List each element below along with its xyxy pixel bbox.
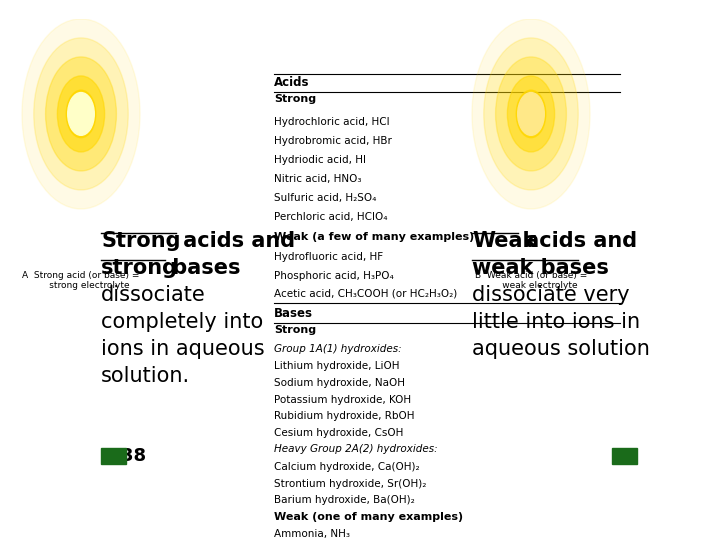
Text: Weak (one of many examples): Weak (one of many examples): [274, 512, 463, 522]
Circle shape: [472, 19, 590, 209]
Circle shape: [484, 38, 578, 190]
Text: Ammonia, NH₃: Ammonia, NH₃: [274, 529, 350, 539]
Circle shape: [516, 90, 546, 138]
Text: Lithium hydroxide, LiOH: Lithium hydroxide, LiOH: [274, 361, 400, 372]
Text: Sodium hydroxide, NaOH: Sodium hydroxide, NaOH: [274, 378, 405, 388]
Text: Strontium hydroxide, Sr(OH)₂: Strontium hydroxide, Sr(OH)₂: [274, 478, 426, 489]
Text: Hydriodic acid, HI: Hydriodic acid, HI: [274, 155, 366, 165]
Bar: [612, 448, 637, 464]
Text: Hydrochloric acid, HCl: Hydrochloric acid, HCl: [274, 117, 390, 127]
Text: Barium hydroxide, Ba(OH)₂: Barium hydroxide, Ba(OH)₂: [274, 495, 415, 505]
Text: Phosphoric acid, H₃PO₄: Phosphoric acid, H₃PO₄: [274, 271, 394, 281]
Circle shape: [34, 38, 128, 190]
Text: 4-38: 4-38: [101, 447, 146, 465]
Text: Heavy Group 2A(2) hydroxides:: Heavy Group 2A(2) hydroxides:: [274, 444, 438, 455]
Circle shape: [58, 76, 104, 152]
Text: Hydrofluoric acid, HF: Hydrofluoric acid, HF: [274, 252, 383, 262]
Text: Strong: Strong: [101, 231, 181, 251]
Text: A  Strong acid (or base) =
      strong electrolyte: A Strong acid (or base) = strong electro…: [22, 271, 140, 290]
Circle shape: [22, 19, 140, 209]
Text: Bases: Bases: [274, 307, 313, 320]
Text: Acetic acid, CH₃COOH (or HC₂H₃O₂): Acetic acid, CH₃COOH (or HC₂H₃O₂): [274, 289, 457, 299]
Text: aqueous solution: aqueous solution: [472, 339, 650, 359]
Text: little into ions in: little into ions in: [472, 312, 640, 332]
Text: Weak: Weak: [472, 231, 536, 251]
Circle shape: [495, 57, 567, 171]
Text: Strong: Strong: [274, 94, 316, 104]
Text: weak bases: weak bases: [472, 258, 609, 278]
Text: Perchloric acid, HClO₄: Perchloric acid, HClO₄: [274, 212, 387, 222]
Text: Hydrobromic acid, HBr: Hydrobromic acid, HBr: [274, 136, 392, 146]
Text: dissociate: dissociate: [101, 285, 206, 305]
Text: completely into: completely into: [101, 312, 264, 332]
Circle shape: [508, 76, 554, 152]
Text: Nitric acid, HNO₃: Nitric acid, HNO₃: [274, 174, 361, 184]
Text: acids and: acids and: [176, 231, 296, 251]
Text: Group 1A(1) hydroxides:: Group 1A(1) hydroxides:: [274, 344, 402, 354]
Text: Acids: Acids: [274, 77, 310, 90]
Circle shape: [66, 90, 96, 138]
Text: Sulfuric acid, H₂SO₄: Sulfuric acid, H₂SO₄: [274, 193, 377, 203]
Text: B  Weak acid (or base) =
      weak electrolyte: B Weak acid (or base) = weak electrolyte: [475, 271, 587, 290]
Text: Strong: Strong: [274, 325, 316, 335]
Text: ions in aqueous: ions in aqueous: [101, 339, 265, 359]
Text: Rubidium hydroxide, RbOH: Rubidium hydroxide, RbOH: [274, 411, 415, 421]
Bar: [101, 448, 126, 464]
Circle shape: [68, 92, 94, 136]
Text: Cesium hydroxide, CsOH: Cesium hydroxide, CsOH: [274, 428, 403, 438]
Circle shape: [45, 57, 117, 171]
Circle shape: [518, 92, 544, 136]
Text: bases: bases: [166, 258, 240, 278]
Text: acids and: acids and: [518, 231, 637, 251]
Text: dissociate very: dissociate very: [472, 285, 630, 305]
Text: Weak (a few of many examples): Weak (a few of many examples): [274, 232, 474, 241]
Text: Calcium hydroxide, Ca(OH)₂: Calcium hydroxide, Ca(OH)₂: [274, 462, 420, 472]
Text: solution.: solution.: [101, 366, 190, 386]
Text: strong: strong: [101, 258, 178, 278]
Text: Potassium hydroxide, KOH: Potassium hydroxide, KOH: [274, 395, 411, 404]
